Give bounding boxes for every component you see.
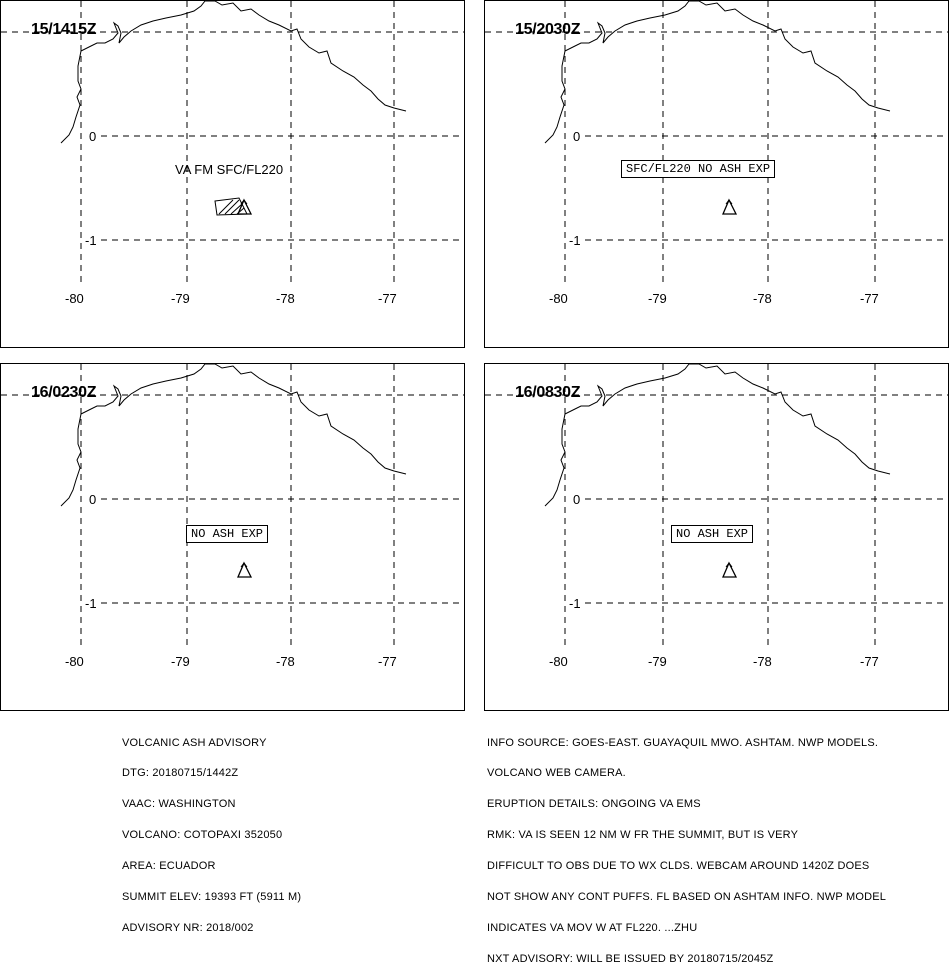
advisory-line: NOT SHOW ANY CONT PUFFS. FL BASED ON ASH…: [487, 891, 887, 904]
lon-label: -80: [65, 291, 84, 306]
volcano-triangle-icon: [722, 198, 738, 215]
coastline: [544, 1, 891, 144]
ash-polygon: [214, 197, 248, 216]
lon-label: -78: [753, 291, 772, 306]
advisory-line: INDICATES VA MOV W AT FL220. ...ZHU: [487, 921, 698, 934]
valid-time: 15/1415Z: [31, 21, 97, 38]
advisory-remarks-block: INFO SOURCE: GOES-EAST. GUAYAQUIL MWO. A…: [487, 717, 886, 974]
advisory-line: SUMMIT ELEV: 19393 FT (5911 M): [122, 891, 302, 904]
graticule: [485, 1, 948, 286]
lon-label: -79: [171, 291, 190, 306]
advisory-line: RMK: VA IS SEEN 12 NM W FR THE SUMMIT, B…: [487, 829, 799, 842]
lon-label: -78: [276, 654, 295, 669]
advisory-line: VAAC: WASHINGTON: [122, 798, 236, 811]
valid-time: 16/0230Z: [31, 384, 97, 401]
advisory-line: ADVISORY NR: 2018/002: [122, 921, 254, 934]
valid-time: 15/2030Z: [515, 21, 581, 38]
advisory-line: ERUPTION DETAILS: ONGOING VA EMS: [487, 798, 701, 811]
map-panel-1: 0 -1 -80 -79 -78 -77 15/1415Z VA FM SFC/…: [0, 0, 465, 348]
lat-label: 0: [89, 129, 96, 144]
lon-label: -80: [549, 654, 568, 669]
lon-label: -77: [860, 291, 879, 306]
advisory-line: VOLCANO WEB CAMERA.: [487, 767, 626, 780]
graticule: [485, 364, 948, 649]
lon-label: -79: [171, 654, 190, 669]
lon-label: -79: [648, 291, 667, 306]
lat-label: 0: [573, 492, 580, 507]
volcano-triangle-icon: [237, 561, 253, 578]
lon-label: -78: [753, 654, 772, 669]
map-panel-3: 0 -1 -80 -79 -78 -77 16/0230Z NO ASH EXP: [0, 363, 465, 711]
ash-annotation: SFC/FL220 NO ASH EXP: [621, 160, 776, 178]
advisory-line: NXT ADVISORY: WILL BE ISSUED BY 20180715…: [487, 952, 774, 965]
advisory-line: INFO SOURCE: GOES-EAST. GUAYAQUIL MWO. A…: [487, 736, 879, 749]
advisory-line: DIFFICULT TO OBS DUE TO WX CLDS. WEBCAM …: [487, 860, 870, 873]
advisory-line: AREA: ECUADOR: [122, 860, 216, 873]
graticule: [1, 364, 464, 649]
lon-label: -78: [276, 291, 295, 306]
map-canvas: 0 -1 -80 -79 -78 -77: [485, 1, 948, 306]
map-panel-2: 0 -1 -80 -79 -78 -77 15/2030Z SFC/FL220 …: [484, 0, 949, 348]
volcano-triangle-icon: [237, 198, 253, 215]
lon-label: -80: [65, 654, 84, 669]
advisory-line: DTG: 20180715/1442Z: [122, 767, 239, 780]
map-canvas: 0 -1 -80 -79 -78 -77: [1, 364, 464, 669]
lat-label: -1: [85, 233, 97, 248]
graticule: [1, 1, 464, 286]
map-panel-4: 0 -1 -80 -79 -78 -77 16/0830Z NO ASH EXP: [484, 363, 949, 711]
lon-label: -79: [648, 654, 667, 669]
lon-label: -80: [549, 291, 568, 306]
lon-label: -77: [378, 291, 397, 306]
lat-label: 0: [573, 129, 580, 144]
lat-label: 0: [89, 492, 96, 507]
valid-time: 16/0830Z: [515, 384, 581, 401]
map-canvas: 0 -1 -80 -79 -78 -77: [485, 364, 948, 669]
ash-annotation: VA FM SFC/FL220: [175, 162, 284, 177]
volcano-triangle-icon: [722, 561, 738, 578]
lat-label: -1: [569, 596, 581, 611]
coastline: [544, 364, 891, 507]
advisory-line: VOLCANIC ASH ADVISORY: [122, 736, 267, 749]
map-canvas: 0 -1 -80 -79 -78 -77: [1, 1, 464, 306]
ash-annotation: NO ASH EXP: [186, 525, 269, 543]
lon-label: -77: [860, 654, 879, 669]
lon-label: -77: [378, 654, 397, 669]
lat-label: -1: [85, 596, 97, 611]
ash-annotation: NO ASH EXP: [671, 525, 754, 543]
advisory-line: VOLCANO: COTOPAXI 352050: [122, 829, 283, 842]
lat-label: -1: [569, 233, 581, 248]
advisory-header-block: VOLCANIC ASH ADVISORY DTG: 20180715/1442…: [122, 717, 301, 944]
coastline: [60, 364, 407, 507]
coastline: [60, 1, 407, 144]
